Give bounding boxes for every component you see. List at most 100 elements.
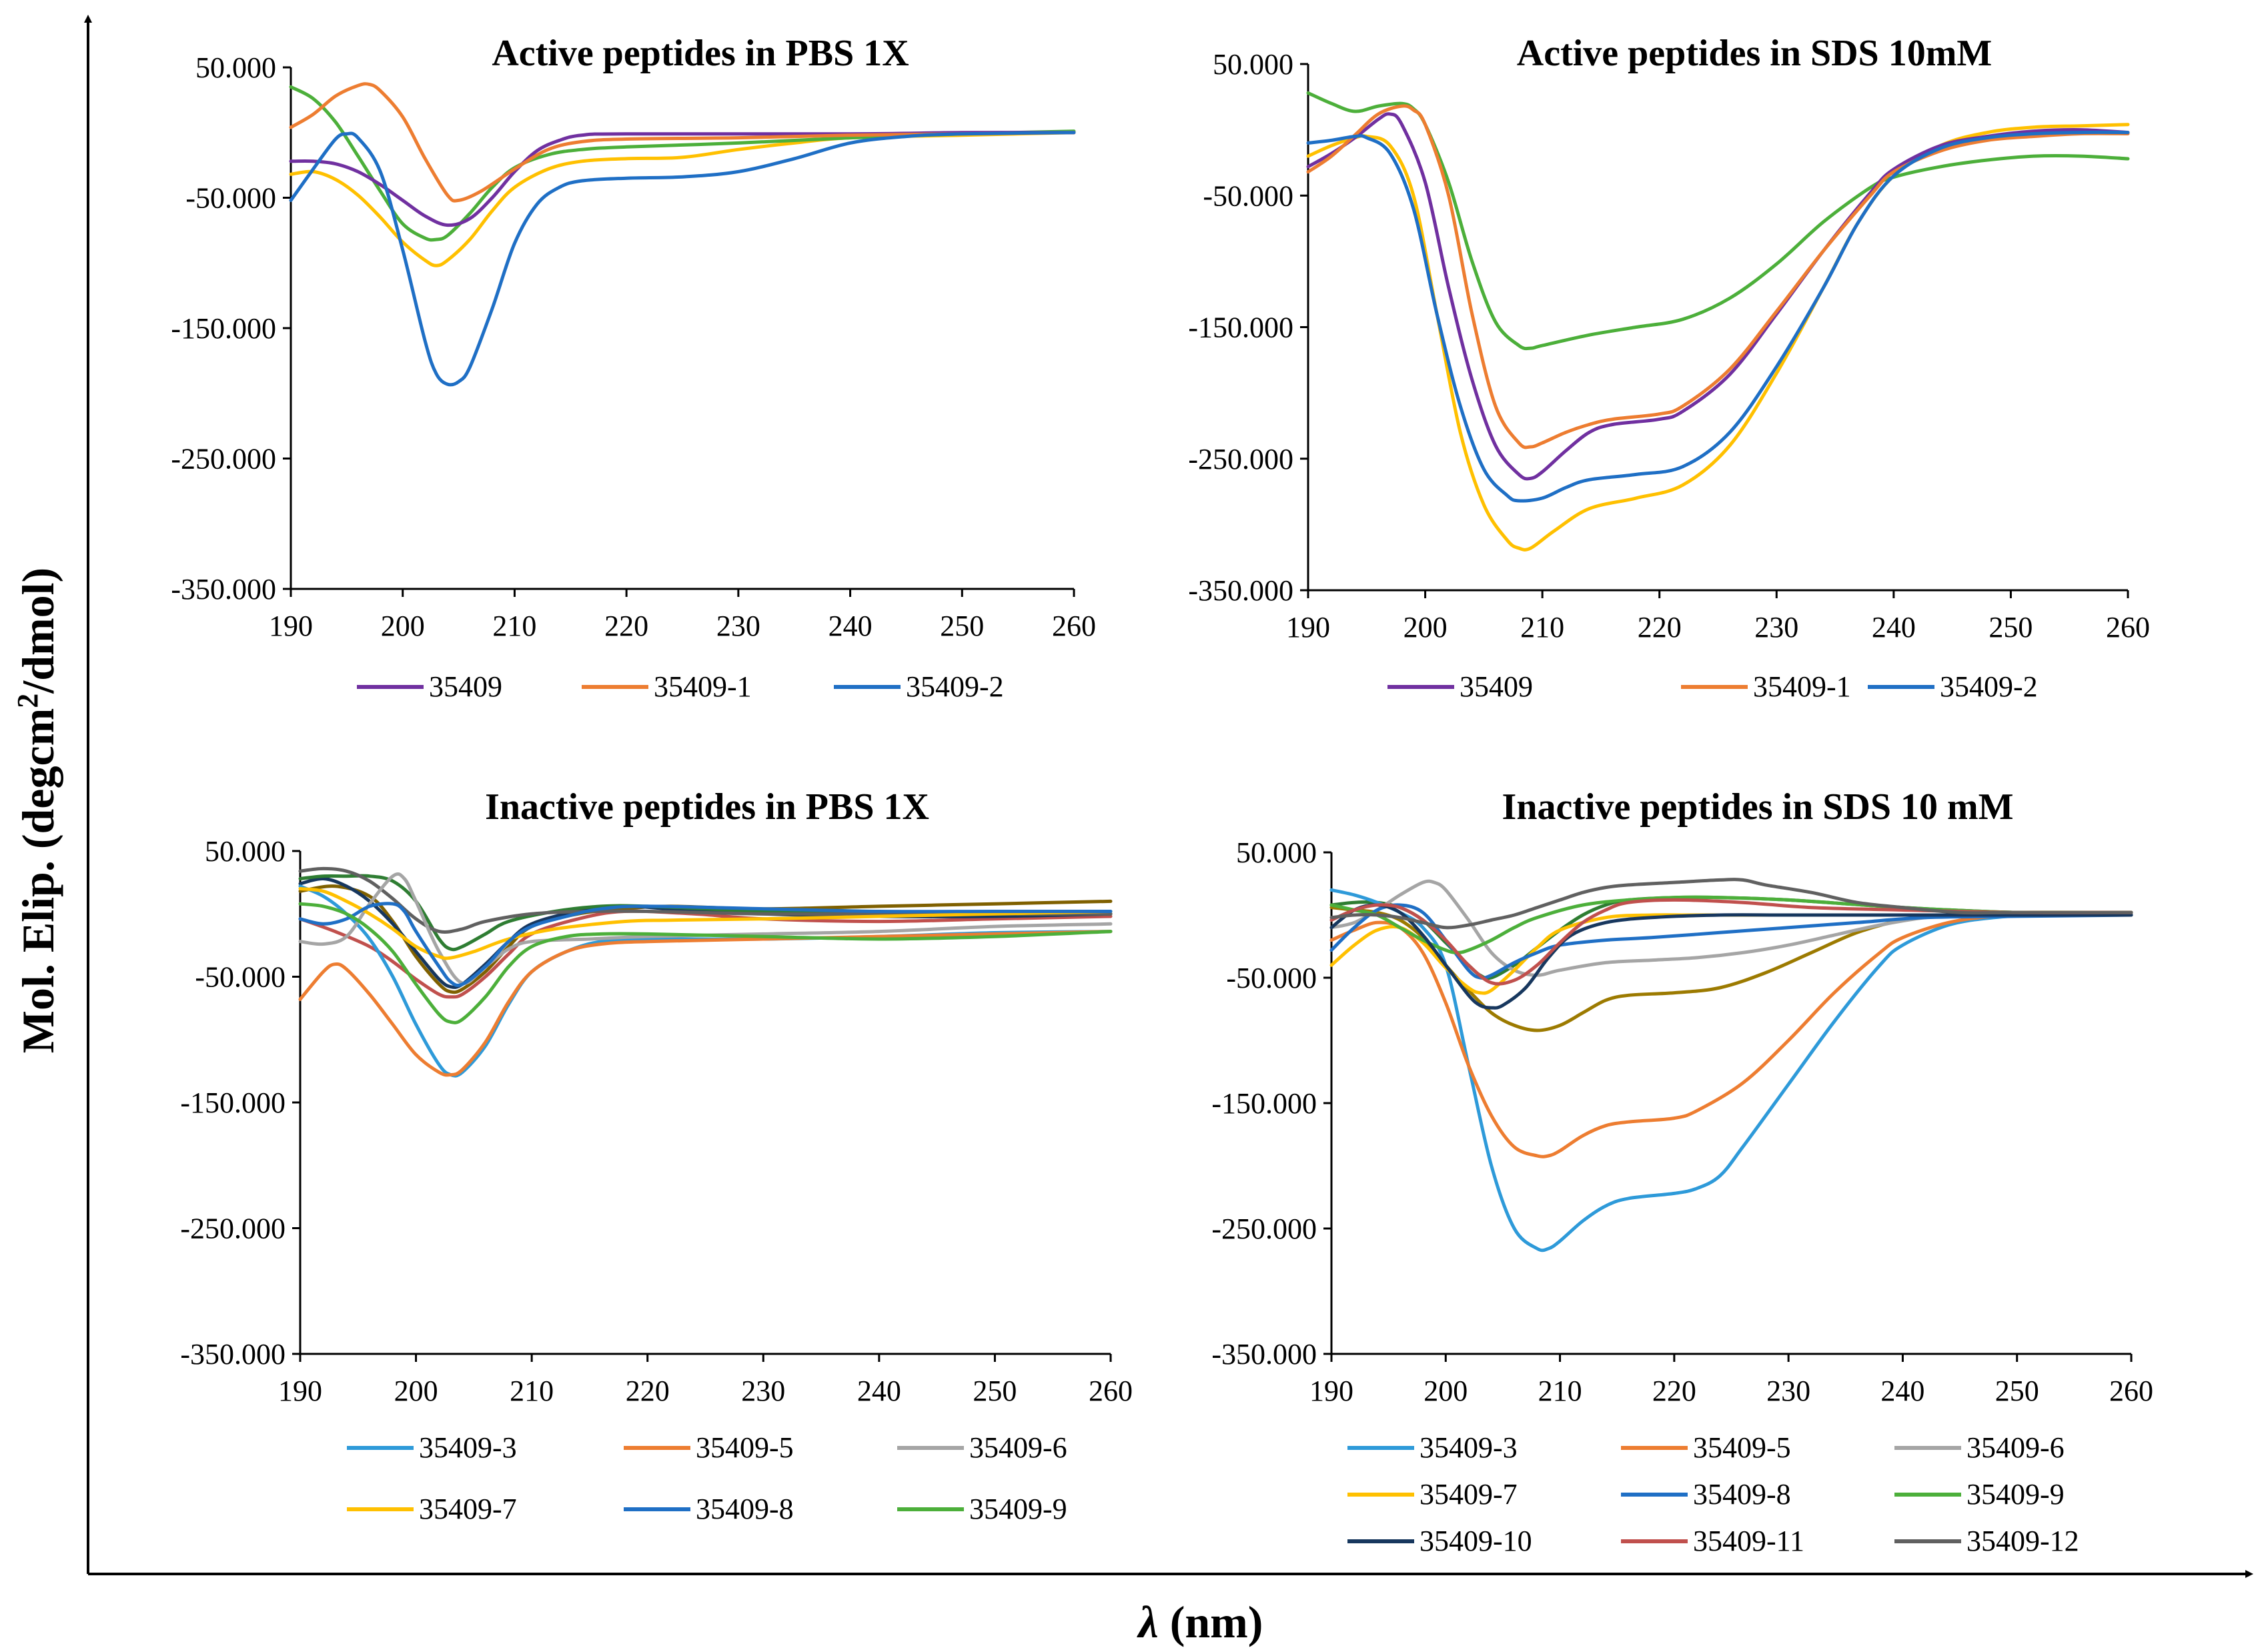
legend-label: 35409-12 (1966, 1525, 2079, 1557)
y-tick-label: 50.000 (205, 835, 286, 868)
legend-label: 35409-8 (1693, 1478, 1791, 1511)
series-line-35409-2 (289, 131, 1076, 387)
legend-label: 35409 (1460, 670, 1533, 703)
legend-label: 35409-6 (969, 1431, 1067, 1464)
y-axis-title: Mol. Elip. (degcm2/dmol) (11, 568, 64, 1053)
chart-title: Inactive peptides in SDS 10 mM (1502, 786, 2014, 828)
legend-label: 35409-9 (969, 1493, 1067, 1525)
x-tick-label: 260 (2109, 1375, 2153, 1407)
y-axis-title-main: Mol. Elip. (degcm (13, 708, 63, 1054)
series-line-35409-11 (1329, 898, 2133, 986)
x-tick-label: 210 (1538, 1375, 1582, 1407)
series-line-35409 (1306, 112, 2130, 481)
x-tick-label: 230 (741, 1375, 785, 1407)
legend-label: 35409-7 (1420, 1478, 1518, 1511)
legend-label: 35409-1 (654, 670, 752, 703)
legend-label: 35409-2 (906, 670, 1004, 703)
chart-title: Inactive peptides in PBS 1X (485, 786, 929, 828)
x-tick-label: 200 (1424, 1375, 1468, 1407)
x-tick-label: 200 (1403, 611, 1448, 644)
x-tick-label: 190 (269, 610, 313, 642)
legend-label: 35409-7 (419, 1493, 517, 1525)
x-tick-label: 220 (1652, 1375, 1696, 1407)
x-tick-label: 210 (492, 610, 536, 642)
y-tick-label: -50.000 (185, 182, 276, 215)
y-tick-label: -350.000 (180, 1338, 286, 1371)
x-tick-label: 260 (1052, 610, 1096, 642)
series-line-unlabeled-4 (289, 85, 1076, 242)
x-tick-label: 230 (716, 610, 760, 642)
y-tick-label: -250.000 (1188, 443, 1293, 476)
x-tick-label: 240 (1880, 1375, 1924, 1407)
y-tick-label: -150.000 (180, 1086, 286, 1119)
x-tick-label: 190 (278, 1375, 322, 1407)
series-line-35409-1 (289, 82, 1076, 203)
y-tick-label: -50.000 (1203, 179, 1293, 212)
x-tick-label: 190 (1286, 611, 1330, 644)
y-tick-label: 50.000 (1213, 48, 1293, 81)
x-tick-label: 250 (1989, 611, 2033, 644)
series-line-35409-7 (298, 887, 1113, 960)
x-tick-label: 230 (1766, 1375, 1810, 1407)
x-tick-label: 240 (1872, 611, 1916, 644)
y-tick-label: -350.000 (1188, 574, 1293, 607)
x-tick-label: 240 (857, 1375, 901, 1407)
legend-label: 35409-5 (696, 1431, 794, 1464)
series-line-35409-9 (298, 902, 1113, 1024)
legend-label: 35409-11 (1693, 1525, 1804, 1557)
y-tick-label: 50.000 (195, 51, 276, 84)
x-tick-label: 210 (1520, 611, 1564, 644)
x-tick-label: 250 (973, 1375, 1017, 1407)
legend-label: 35409-2 (1940, 670, 2038, 703)
series-line-35409-6 (298, 872, 1113, 985)
y-tick-label: 50.000 (1236, 836, 1317, 869)
chart-title: Active peptides in PBS 1X (492, 33, 909, 74)
x-tick-label: 260 (2106, 611, 2150, 644)
series-line-35409-12 (1329, 878, 2133, 930)
y-tick-label: -50.000 (195, 961, 286, 994)
legend-label: 35409-3 (419, 1431, 517, 1464)
series-line-unlabeled-7 (298, 909, 1113, 999)
series-line-unlabeled-3 (289, 131, 1076, 267)
x-tick-label: 230 (1754, 611, 1798, 644)
series-line-35409-10 (1329, 903, 2133, 1010)
y-axis-title-tail: /dmol) (13, 568, 63, 694)
chart-panel-2: Active peptides in SDS 10mM 50.000 -50.000… (1188, 33, 2150, 703)
y-tick-label: -250.000 (171, 443, 276, 476)
series-line-unlabeled-10 (298, 866, 1113, 934)
y-tick-label: -250.000 (180, 1212, 286, 1245)
x-tick-label: 250 (940, 610, 984, 642)
y-tick-label: -250.000 (1211, 1212, 1317, 1245)
x-tick-label: 250 (1995, 1375, 2039, 1407)
x-tick-label: 240 (828, 610, 873, 642)
legend-label: 35409 (429, 670, 502, 703)
y-tick-label: -150.000 (1211, 1087, 1317, 1120)
legend-label: 35409-5 (1693, 1431, 1791, 1464)
x-tick-label: 190 (1309, 1375, 1353, 1407)
chart-title: Active peptides in SDS 10mM (1517, 33, 1992, 74)
x-axis-title-unit: (nm) (1159, 1597, 1263, 1647)
chart-panel-4: Inactive peptides in SDS 10 mM 50.000 -50.… (1211, 786, 2153, 1557)
y-tick-label: -150.000 (1188, 311, 1293, 344)
x-axis-title: λ (nm) (1137, 1597, 1263, 1647)
series-line-35409-5 (1329, 910, 2133, 1158)
series-line-35409-5 (298, 930, 1113, 1077)
x-tick-label: 220 (604, 610, 648, 642)
series-line-35409-8 (298, 902, 1113, 987)
y-tick-label: -150.000 (171, 312, 276, 345)
x-axis-title-symbol: λ (1137, 1597, 1159, 1647)
y-axis-title-sup: 2 (11, 694, 44, 708)
series-line-unlabeled-10 (1329, 895, 2133, 980)
chart-panel-3: Inactive peptides in PBS 1X 50.000 -50.000… (180, 786, 1133, 1525)
x-tick-label: 210 (510, 1375, 554, 1407)
x-tick-label: 220 (1638, 611, 1682, 644)
x-tick-label: 200 (394, 1375, 438, 1407)
legend-label: 35409-3 (1420, 1431, 1518, 1464)
x-tick-label: 260 (1089, 1375, 1133, 1407)
y-tick-label: -350.000 (171, 573, 276, 606)
y-tick-label: -50.000 (1226, 962, 1317, 994)
legend-label: 35409-8 (696, 1493, 794, 1525)
series-line-unlabeled-3 (1306, 123, 2130, 552)
series-line-35409-8 (1329, 903, 2133, 980)
